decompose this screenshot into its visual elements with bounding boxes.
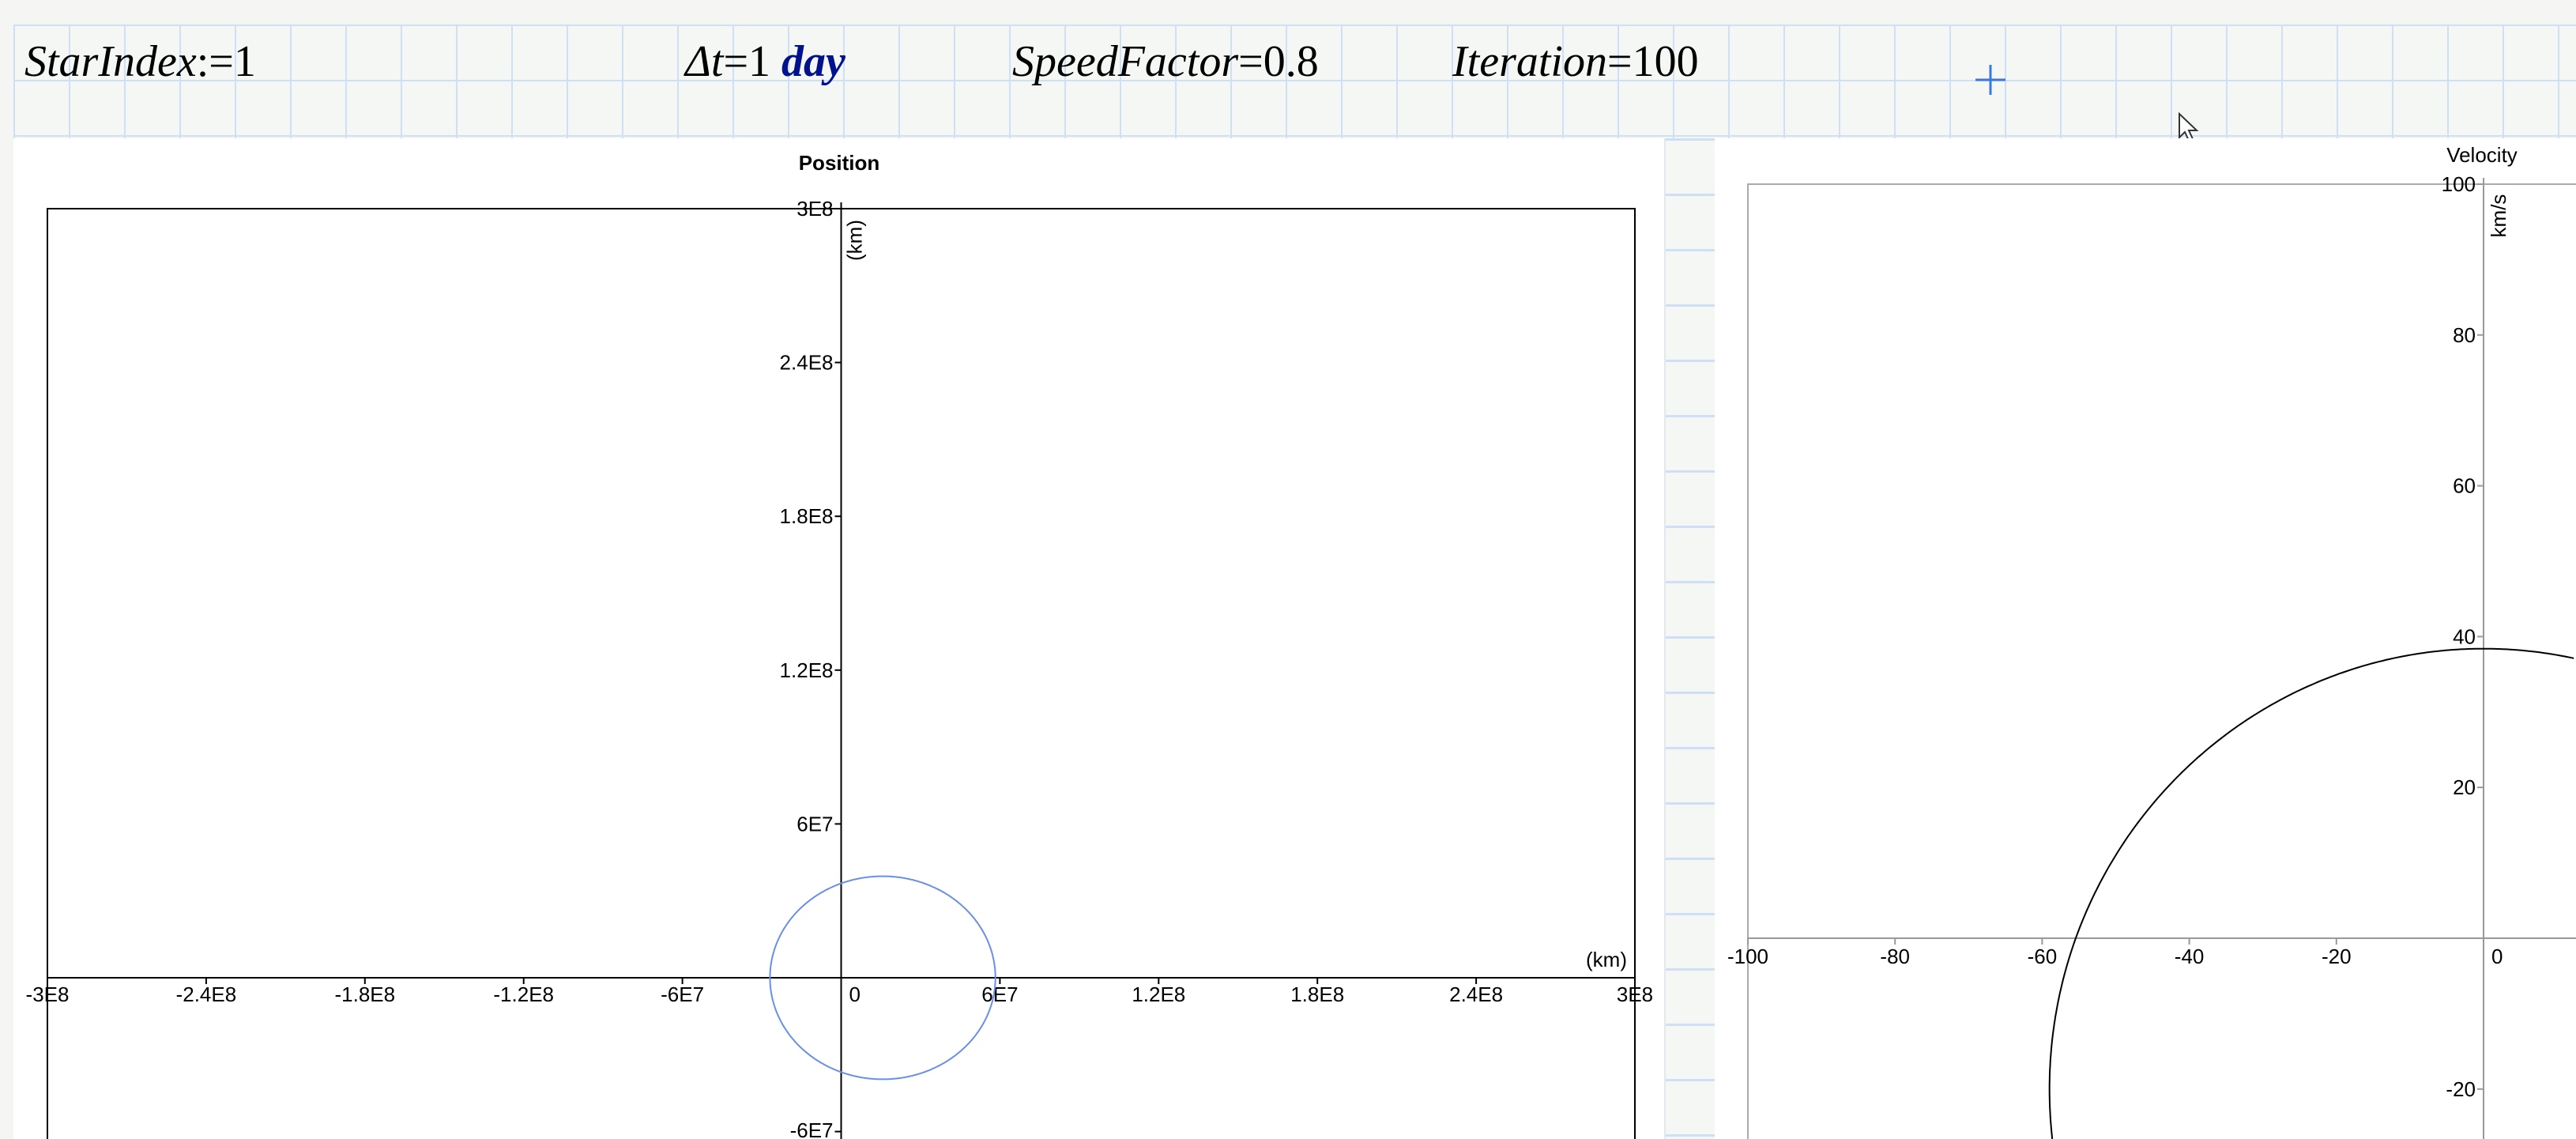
var-name: Iteration (1452, 37, 1607, 86)
var-value: 0.8 (1263, 37, 1319, 86)
y-tick-label: 2.4E8 (780, 351, 834, 375)
var-name: Δt (685, 37, 724, 86)
chart-title: Position (799, 151, 880, 175)
x-tick-label: 2.4E8 (1449, 982, 1503, 1006)
chart-title: Velocity (2446, 143, 2518, 167)
trajectory-trace (2048, 647, 2574, 1139)
x-tick-label: -6E7 (661, 982, 704, 1006)
x-tick-label: -80 (1880, 945, 1910, 968)
y-axis-label: (km) (843, 220, 867, 261)
var-name: StarIndex (24, 37, 197, 86)
y-tick-label: 20 (2453, 775, 2476, 799)
x-tick-label: -100 (1727, 945, 1768, 968)
x-tick-label: -1.8E8 (334, 982, 395, 1006)
x-tick-label: -1.2E8 (493, 982, 554, 1006)
speed-factor-result[interactable]: SpeedFactor=0.8 (1012, 36, 1319, 87)
worksheet-gap (1664, 138, 1715, 1139)
iteration-result[interactable]: Iteration=100 (1452, 36, 1699, 87)
y-tick-label: 100 (2442, 172, 2476, 196)
y-tick-label: 6E7 (797, 812, 833, 835)
y-tick-label: 40 (2453, 624, 2476, 648)
x-tick-label: 0 (849, 982, 861, 1006)
x-tick-label: -3E8 (26, 982, 70, 1006)
x-tick-label: -2.4E8 (176, 982, 237, 1006)
position-plot-svg: Position -3E8 -2.4E8 -1.8E8 -1.2E8 -6E7 0 6E7 1.… (26, 151, 1653, 1139)
velocity-plot-svg: Velocity -100 -80 -60 -40 -20 0 100 80 60 40 20 -20 k… (1727, 143, 2576, 1139)
position-plot[interactable]: Position -3E8 -2.4E8 -1.8E8 -1.2E8 -6E7 0 6E7 1.… (13, 138, 1664, 1139)
eq-op: = (1606, 37, 1633, 86)
var-value: 1 (748, 37, 771, 86)
var-value: 1 (233, 37, 256, 86)
var-name: SpeedFactor (1012, 37, 1239, 86)
crosshair-plus-icon (1975, 65, 2005, 95)
star-index-definition[interactable]: StarIndex:=1 (24, 36, 256, 87)
x-tick-label: 3E8 (1617, 982, 1653, 1006)
delta-t-definition[interactable]: Δt=1 day (685, 36, 845, 87)
x-axis-label: (km) (1586, 948, 1627, 971)
y-tick-label: -6E7 (790, 1118, 834, 1139)
trajectory-trace (769, 875, 996, 1081)
x-tick-label: 1.2E8 (1132, 982, 1185, 1006)
y-tick-label: 3E8 (797, 197, 833, 221)
y-axis-label: km/s (2487, 194, 2510, 238)
assign-op: := (196, 37, 234, 86)
eq-op: = (723, 37, 749, 86)
x-tick-label: -60 (2028, 945, 2058, 968)
x-tick-label: 1.8E8 (1290, 982, 1344, 1006)
x-tick-label: 0 (2491, 945, 2503, 968)
y-tick-label: 80 (2453, 323, 2476, 347)
x-tick-label: -20 (2322, 945, 2352, 968)
plot-frame (1747, 183, 2576, 1139)
y-tick-label: 60 (2453, 474, 2476, 498)
var-value: 100 (1632, 37, 1699, 86)
y-tick-label: -20 (2446, 1077, 2476, 1101)
y-tick-label: 1.2E8 (780, 658, 834, 682)
x-tick-label: -40 (2175, 945, 2205, 968)
eq-op: = (1238, 37, 1264, 86)
y-tick-label: 1.8E8 (780, 504, 834, 528)
velocity-plot[interactable]: Velocity -100 -80 -60 -40 -20 0 100 80 60 40 20 -20 k… (1715, 138, 2576, 1139)
x-tick-label: 6E7 (981, 982, 1018, 1006)
unit-day: day (781, 37, 845, 86)
